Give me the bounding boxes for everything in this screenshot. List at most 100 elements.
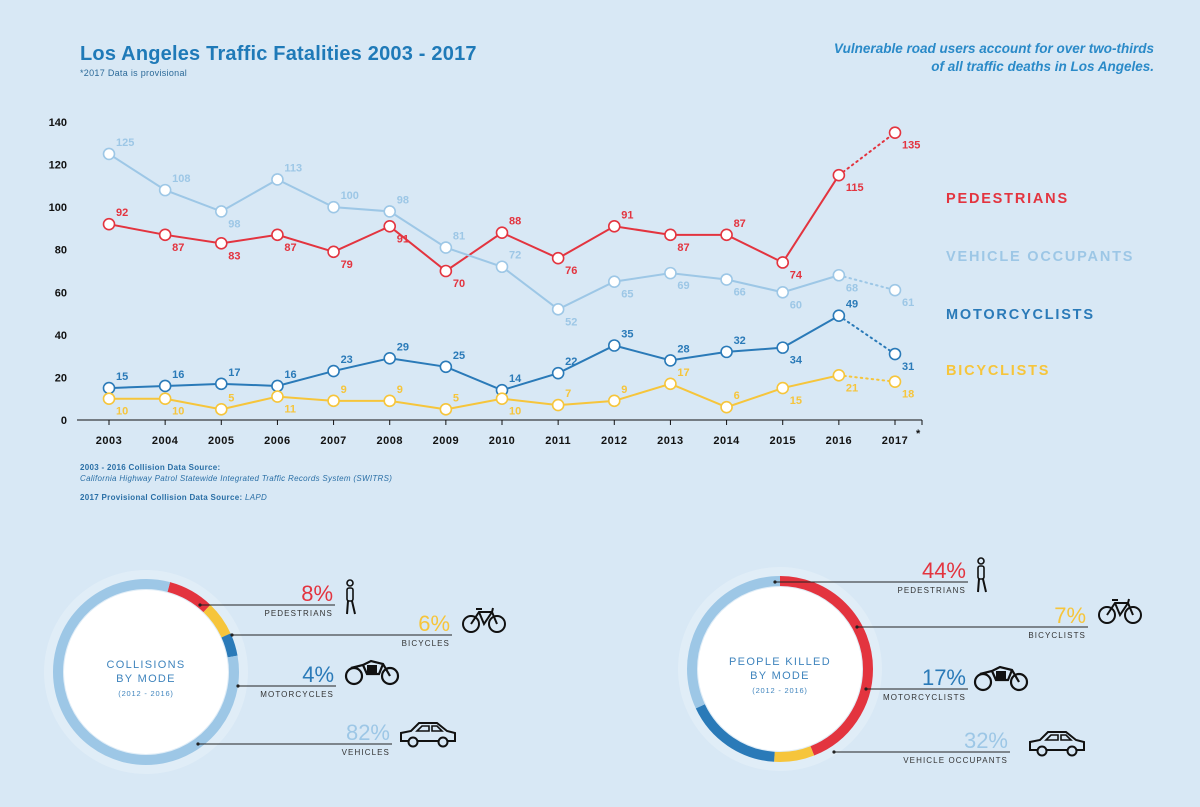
data-point	[495, 260, 509, 274]
data-label: 34	[790, 355, 803, 367]
data-label: 100	[341, 190, 359, 202]
slice-percent: 7%	[1054, 603, 1086, 628]
slice-percent: 8%	[301, 581, 333, 606]
line-chart-axes: 2003 2004 2005 2006 2007 2008 2009 2010 2011 2012…	[49, 117, 923, 447]
source-line-2: California Highway Patrol Statewide Inte…	[80, 474, 393, 483]
data-point	[832, 168, 846, 182]
data-point	[439, 264, 453, 278]
data-label: 60	[790, 299, 802, 311]
data-point	[720, 273, 733, 286]
data-point	[776, 256, 790, 269]
data-point	[832, 368, 846, 382]
donut-center	[698, 587, 862, 751]
series-line-vehicle_occupants	[108, 153, 840, 311]
data-point	[327, 200, 340, 214]
car-icon	[1029, 731, 1085, 757]
data-point	[776, 381, 790, 395]
data-point	[383, 220, 397, 233]
icon-engine	[367, 665, 377, 673]
data-point	[720, 400, 733, 414]
slice-percent: 32%	[964, 728, 1008, 753]
x-tick-label: 2011	[545, 435, 571, 447]
icon-wheel	[973, 672, 993, 692]
data-point	[102, 381, 116, 395]
data-point	[776, 341, 790, 354]
data-label: 72	[509, 250, 521, 262]
donut-title: COLLISIONS	[106, 659, 185, 671]
data-label: 22	[565, 356, 577, 368]
callout-dot	[864, 687, 868, 691]
x-tick-label: 2003	[96, 435, 122, 447]
x-tick-label: 2007	[320, 435, 346, 447]
x-tick-label: 2013	[657, 435, 683, 447]
data-point	[888, 375, 902, 388]
icon-wheel	[1098, 606, 1116, 624]
x-tick-label: 2004	[152, 435, 179, 447]
y-tick-label: 120	[49, 160, 67, 172]
data-point	[607, 275, 621, 288]
legend: PEDESTRIANS VEHICLE OCCUPANTS MOTORCYCLIST…	[946, 191, 1132, 379]
data-point	[214, 205, 228, 218]
data-label: 7	[565, 388, 571, 400]
chart-title: Los Angeles Traffic Fatalities 2003 - 20…	[80, 43, 477, 65]
data-label: 5	[228, 392, 234, 404]
car-icon	[400, 722, 456, 748]
series-line-motorcyclists	[108, 314, 840, 392]
data-label: 31	[902, 361, 914, 373]
data-point	[832, 268, 846, 282]
donut-slice-vehicle_occupants	[53, 579, 239, 765]
tagline-line-1: Vulnerable road users account for over t…	[833, 41, 1154, 56]
slice-label: BICYCLISTS	[1028, 631, 1086, 640]
slice-label: MOTORCYCLES	[260, 690, 334, 699]
x-tick-label: 2009	[433, 435, 459, 447]
callout-dot	[773, 580, 777, 584]
donut-period: (2012 - 2016)	[752, 686, 807, 695]
data-point	[102, 392, 116, 406]
icon-frame	[1106, 598, 1134, 618]
data-label: 18	[902, 389, 914, 401]
slice-label: PEDESTRIANS	[897, 586, 966, 595]
data-point	[776, 285, 790, 299]
data-label: 87	[284, 242, 296, 254]
icon-windows	[415, 725, 444, 732]
data-label: 25	[453, 350, 465, 362]
data-label: 6	[734, 390, 740, 402]
icon-wheel	[488, 615, 506, 633]
data-label: 98	[397, 194, 409, 206]
data-point	[551, 251, 565, 265]
data-label: 11	[284, 404, 296, 416]
slice-label: PEDESTRIANS	[264, 609, 333, 618]
data-label: 91	[397, 233, 409, 245]
source-2017-value: LAPD	[244, 493, 268, 502]
data-point	[664, 354, 677, 367]
data-label: 108	[172, 173, 190, 185]
data-label: 21	[846, 382, 858, 394]
slice-percent: 4%	[302, 662, 334, 687]
callout-dot	[198, 603, 202, 607]
y-tick-label: 40	[55, 330, 67, 342]
data-label: 115	[846, 182, 864, 194]
icon-wheel	[344, 666, 364, 686]
x-tick-label: 2017	[882, 435, 908, 447]
data-point	[214, 403, 228, 416]
icon-windows	[1044, 734, 1073, 741]
donut-title: BY MODE	[116, 673, 176, 685]
bicycle-icon	[462, 607, 506, 633]
data-point	[664, 377, 677, 391]
data-point	[888, 283, 902, 297]
data-label: 87	[677, 242, 689, 254]
data-point	[439, 360, 453, 374]
icon-frame	[350, 659, 391, 677]
slice-percent: 6%	[418, 611, 450, 636]
data-label: 10	[116, 406, 128, 418]
data-label: 5	[453, 392, 459, 404]
data-label: 68	[846, 282, 858, 294]
series-vehicle_occupants: 125 108 98 113 100 98 81 72 52 65 69 66 60 68 61	[102, 137, 914, 328]
data-label: 9	[621, 384, 627, 396]
data-point	[607, 394, 621, 408]
x-tick-label: 2010	[489, 435, 515, 447]
x-tick-label: 2015	[769, 435, 795, 447]
data-point	[383, 394, 397, 408]
series-bicyclists: 10 10 5 11 9 9 5 10 7 9 17 6 15 21 18	[102, 367, 914, 418]
data-point	[327, 245, 340, 259]
